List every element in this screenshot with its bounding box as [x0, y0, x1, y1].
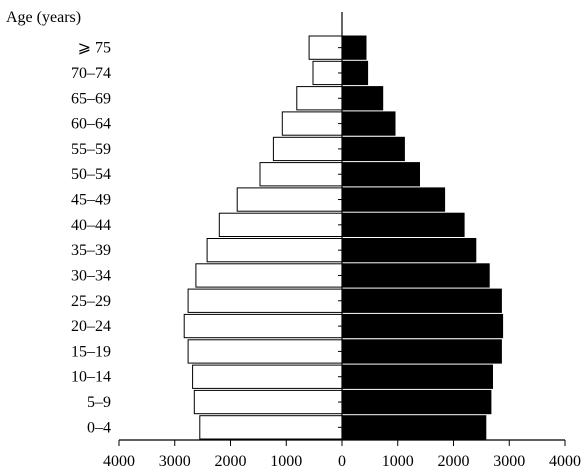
left-bar-13	[296, 86, 343, 111]
left-bar-0	[199, 415, 343, 440]
y-tick-label-8: 40–44	[71, 217, 111, 234]
left-bar-1	[193, 389, 343, 415]
y-tick-label-6: 30–34	[71, 267, 111, 284]
left-bar-8	[218, 212, 343, 237]
female-bars	[341, 35, 504, 440]
y-tick-label-15: ⩾ 75	[78, 40, 111, 57]
right-bar-11	[341, 136, 405, 162]
y-tick-label-14: 70–74	[71, 65, 111, 82]
left-bar-15	[308, 35, 343, 60]
y-tick-label-4: 20–24	[71, 318, 111, 335]
y-tick-label-10: 50–54	[71, 166, 111, 183]
left-bar-4	[183, 313, 343, 339]
left-bar-14	[312, 60, 343, 86]
x-tick-label-0: 4000	[103, 453, 135, 470]
right-bar-9	[341, 187, 446, 212]
left-bar-10	[259, 162, 343, 187]
x-tick-label-6: 2000	[438, 453, 470, 470]
y-tick-label-3: 15–19	[71, 343, 111, 360]
right-bar-2	[341, 364, 493, 389]
x-tick-label-5: 1000	[382, 453, 414, 470]
right-bar-7	[341, 238, 477, 263]
right-bar-10	[341, 162, 420, 187]
y-tick-label-0: 0–4	[87, 419, 111, 436]
left-bar-11	[272, 136, 343, 162]
axes	[118, 12, 566, 446]
right-bar-8	[341, 212, 465, 237]
left-bar-9	[236, 187, 343, 212]
y-tick-label-5: 25–29	[71, 293, 111, 310]
y-tick-label-9: 45–49	[71, 192, 111, 209]
right-bar-4	[341, 313, 504, 339]
right-bar-13	[341, 86, 384, 111]
y-tick-label-12: 60–64	[71, 116, 111, 133]
x-tick-label-8: 4000	[549, 453, 581, 470]
y-axis-title: Age (years)	[6, 9, 81, 26]
male-bars	[183, 35, 343, 440]
x-tick-label-1: 3000	[159, 453, 191, 470]
left-bar-2	[192, 364, 343, 389]
y-tick-label-7: 35–39	[71, 242, 111, 259]
left-bar-5	[187, 288, 343, 313]
right-bar-3	[341, 339, 502, 364]
left-bar-3	[187, 339, 343, 364]
left-bar-12	[281, 111, 343, 136]
left-bar-6	[195, 263, 343, 288]
y-tick-label-13: 65–69	[71, 90, 111, 107]
y-tick-label-2: 10–14	[71, 369, 111, 386]
y-tick-label-11: 55–59	[71, 141, 111, 158]
right-bar-5	[341, 288, 502, 313]
x-tick-label-3: 1000	[270, 453, 302, 470]
x-tick-label-4: 0	[338, 453, 346, 470]
y-tick-labels: 0–4 5–9 10–14 15–19 20–24 25–29 30–34 35–39 40–4…	[71, 40, 111, 437]
right-bar-1	[341, 389, 492, 415]
left-bar-7	[206, 238, 343, 263]
x-tick-label-2: 2000	[215, 453, 247, 470]
x-tick-label-7: 3000	[493, 453, 525, 470]
right-bar-12	[341, 111, 396, 136]
x-tick-labels: 4000 3000 2000 1000 0 1000 2000 3000 4000	[103, 453, 581, 470]
right-bar-6	[341, 263, 490, 288]
y-tick-label-1: 5–9	[87, 394, 111, 411]
right-bar-0	[341, 415, 487, 440]
